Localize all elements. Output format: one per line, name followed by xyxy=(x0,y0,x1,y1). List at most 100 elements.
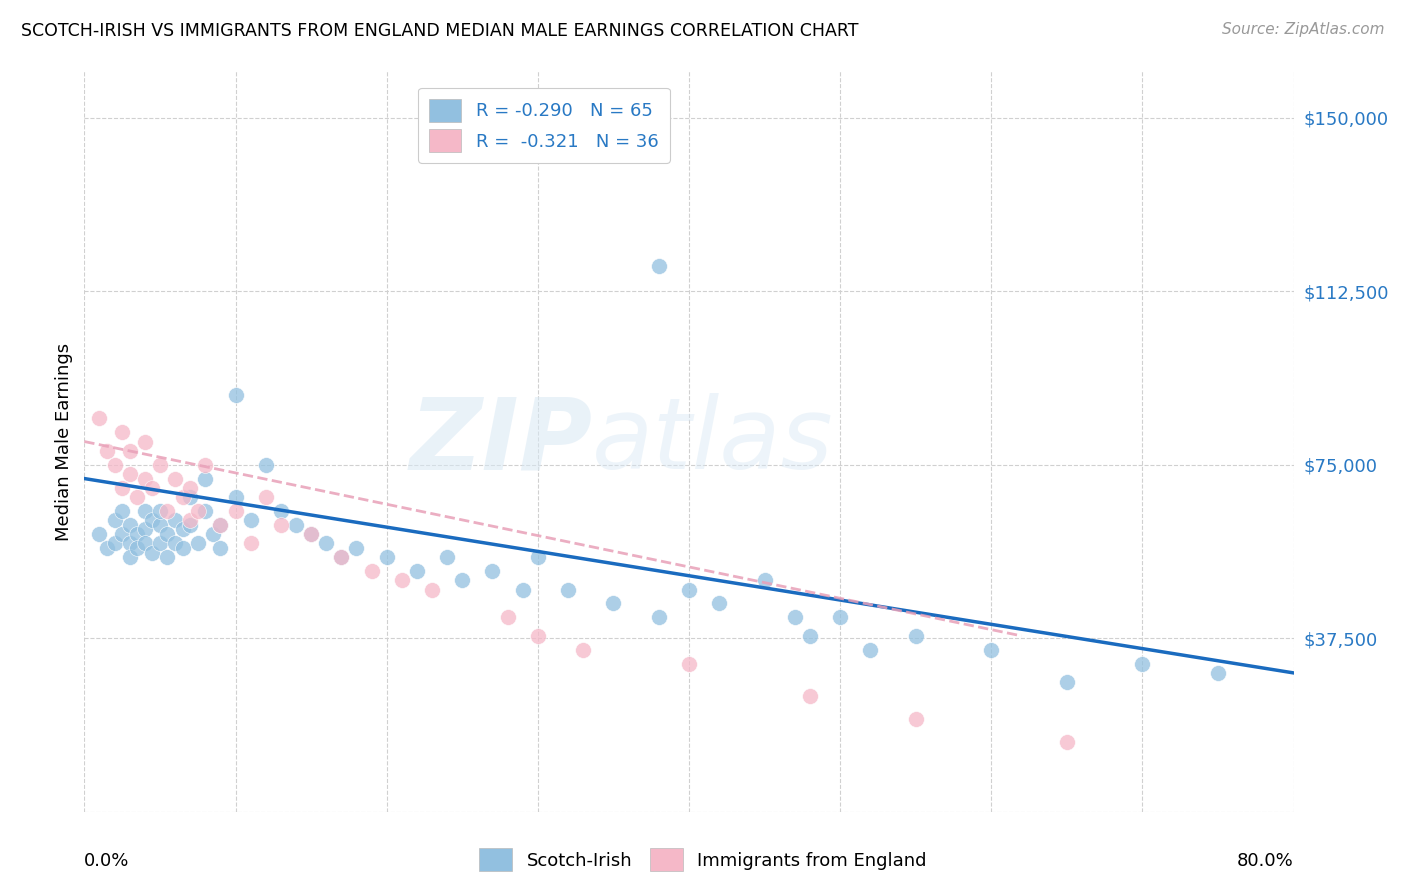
Point xyxy=(104,536,127,550)
Point xyxy=(165,513,187,527)
Point xyxy=(648,259,671,273)
Point xyxy=(104,513,127,527)
Point xyxy=(709,597,731,611)
Point xyxy=(754,574,776,588)
Point xyxy=(406,564,429,578)
Point xyxy=(225,504,247,518)
Point xyxy=(141,513,163,527)
Point xyxy=(557,582,579,597)
Point xyxy=(451,574,474,588)
Point xyxy=(330,550,353,565)
Point xyxy=(127,527,149,541)
Point xyxy=(111,425,134,440)
Point xyxy=(149,458,172,472)
Point xyxy=(1206,665,1229,680)
Point xyxy=(118,467,141,481)
Legend: R = -0.290   N = 65, R =  -0.321   N = 36: R = -0.290 N = 65, R = -0.321 N = 36 xyxy=(418,87,669,163)
Point xyxy=(315,536,337,550)
Point xyxy=(270,517,292,532)
Point xyxy=(179,517,201,532)
Point xyxy=(89,527,111,541)
Text: Source: ZipAtlas.com: Source: ZipAtlas.com xyxy=(1222,22,1385,37)
Point xyxy=(194,504,217,518)
Point xyxy=(270,504,292,518)
Point xyxy=(239,536,262,550)
Point xyxy=(436,550,458,565)
Point xyxy=(194,471,217,485)
Point xyxy=(127,490,149,504)
Point xyxy=(572,642,595,657)
Point xyxy=(783,610,806,624)
Point xyxy=(209,541,232,555)
Point xyxy=(330,550,353,565)
Point xyxy=(420,582,443,597)
Point xyxy=(678,582,700,597)
Point xyxy=(127,541,149,555)
Point xyxy=(512,582,534,597)
Point xyxy=(165,536,187,550)
Point xyxy=(118,517,141,532)
Point xyxy=(141,545,163,560)
Point xyxy=(1056,675,1078,690)
Point xyxy=(111,527,134,541)
Point xyxy=(149,517,172,532)
Point xyxy=(1130,657,1153,671)
Point xyxy=(496,610,519,624)
Point xyxy=(156,550,179,565)
Point xyxy=(149,504,172,518)
Point xyxy=(225,490,247,504)
Point xyxy=(179,513,201,527)
Point xyxy=(172,490,194,504)
Point xyxy=(799,629,821,643)
Point xyxy=(360,564,382,578)
Point xyxy=(602,597,624,611)
Point xyxy=(254,490,277,504)
Point xyxy=(225,388,247,402)
Point xyxy=(156,527,179,541)
Point xyxy=(678,657,700,671)
Point xyxy=(830,610,852,624)
Point xyxy=(1056,735,1078,749)
Point xyxy=(299,527,322,541)
Point xyxy=(172,541,194,555)
Point xyxy=(201,527,224,541)
Point xyxy=(172,523,194,537)
Point xyxy=(527,550,550,565)
Point xyxy=(481,564,503,578)
Text: SCOTCH-IRISH VS IMMIGRANTS FROM ENGLAND MEDIAN MALE EARNINGS CORRELATION CHART: SCOTCH-IRISH VS IMMIGRANTS FROM ENGLAND … xyxy=(21,22,859,40)
Point xyxy=(118,443,141,458)
Point xyxy=(134,523,156,537)
Point xyxy=(104,458,127,472)
Text: 0.0%: 0.0% xyxy=(84,853,129,871)
Point xyxy=(904,629,927,643)
Point xyxy=(111,481,134,495)
Point xyxy=(375,550,398,565)
Text: 80.0%: 80.0% xyxy=(1237,853,1294,871)
Point xyxy=(187,536,209,550)
Point xyxy=(527,629,550,643)
Point xyxy=(859,642,882,657)
Point xyxy=(209,517,232,532)
Point xyxy=(96,541,118,555)
Point xyxy=(134,504,156,518)
Point xyxy=(209,517,232,532)
Point xyxy=(96,443,118,458)
Point xyxy=(134,434,156,449)
Text: atlas: atlas xyxy=(592,393,834,490)
Y-axis label: Median Male Earnings: Median Male Earnings xyxy=(55,343,73,541)
Point xyxy=(391,574,413,588)
Point xyxy=(980,642,1002,657)
Point xyxy=(156,504,179,518)
Point xyxy=(179,490,201,504)
Point xyxy=(179,481,201,495)
Point xyxy=(134,471,156,485)
Point xyxy=(194,458,217,472)
Point xyxy=(254,458,277,472)
Legend: Scotch-Irish, Immigrants from England: Scotch-Irish, Immigrants from England xyxy=(472,841,934,879)
Text: ZIP: ZIP xyxy=(409,393,592,490)
Point xyxy=(187,504,209,518)
Point xyxy=(346,541,368,555)
Point xyxy=(299,527,322,541)
Point xyxy=(648,610,671,624)
Point xyxy=(239,513,262,527)
